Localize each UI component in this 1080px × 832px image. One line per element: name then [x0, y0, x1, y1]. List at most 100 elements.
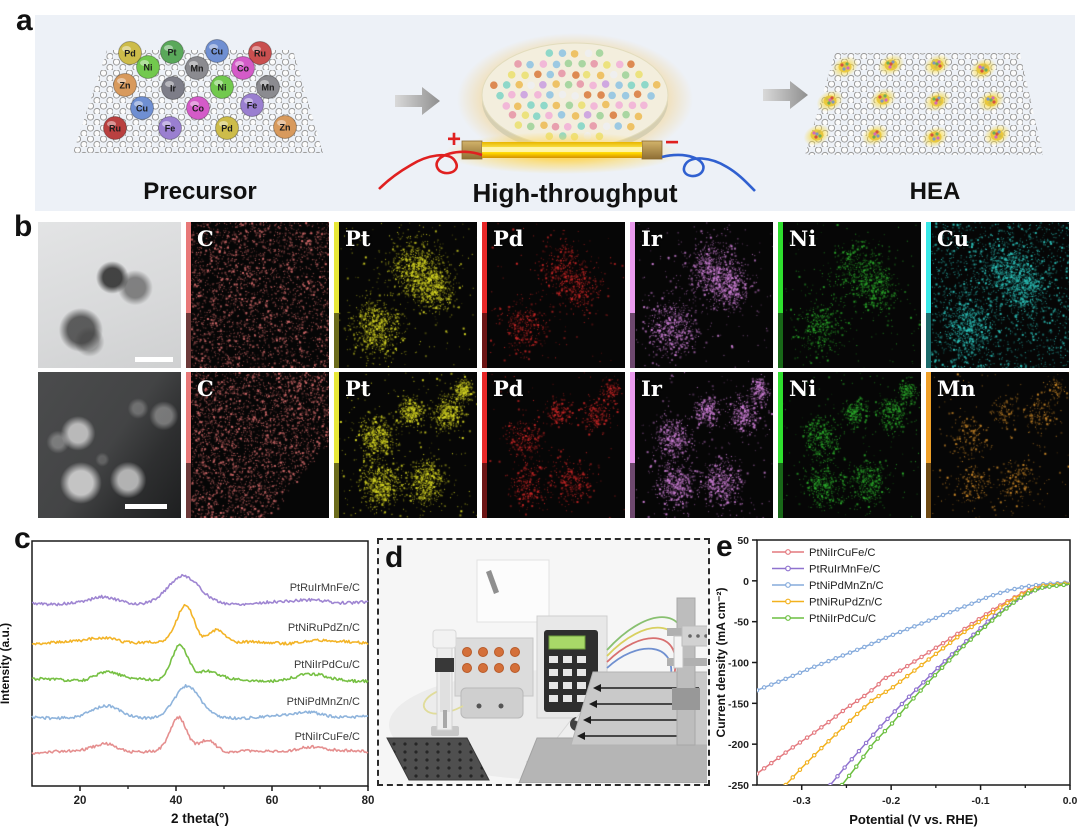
svg-text:Ni: Ni — [144, 63, 153, 73]
xrd-series-label: PtNiPdMnZn/C — [287, 696, 360, 708]
plus-terminal-label: + — [447, 126, 461, 153]
lsv-legend-label: PtNiIrPdCu/C — [809, 613, 876, 625]
eds-map-pt: Pt — [334, 372, 477, 518]
lsv-y-tick-label: -100 — [728, 658, 749, 670]
eds-color-stripe — [926, 222, 931, 368]
eds-element-label: Pd — [493, 376, 524, 401]
xrd-curve-PtNiIrPdCu-C — [31, 643, 369, 684]
metal-ion-ru: Ru — [248, 41, 272, 65]
lsv-legend-label: PtNiRuPdZn/C — [809, 597, 882, 609]
eds-element-label: Cu — [937, 226, 969, 251]
metal-ion-fe: Fe — [158, 116, 182, 140]
xrd-series-label: PtNiRuPdZn/C — [288, 622, 360, 634]
instrument-cabinet — [476, 559, 550, 623]
svg-text:Fe: Fe — [247, 101, 258, 111]
svg-text:Cu: Cu — [136, 104, 148, 114]
power-module — [681, 625, 707, 647]
eds-map-mn: Mn — [926, 372, 1069, 518]
eds-map-ir: Ir — [630, 372, 773, 518]
svg-text:Zn: Zn — [120, 81, 131, 91]
eds-map-ni: Ni — [778, 372, 921, 518]
svg-text:Fe: Fe — [165, 124, 176, 134]
eds-element-label: Ni — [789, 226, 817, 251]
positive-wire — [378, 150, 483, 190]
xrd-curve-PtNiPdMnZn-C — [31, 684, 369, 721]
xrd-x-tick-label: 60 — [266, 795, 279, 807]
precursor-caption: Precursor — [143, 178, 256, 205]
hea-nanoparticles — [803, 54, 1011, 148]
hea-nanoparticle — [977, 90, 1005, 112]
robotic-platform-illustration — [379, 540, 707, 783]
eds-mapping-row-1: C Pt Pd Ir Ni Cu — [38, 222, 1069, 368]
eds-mapping-row-2: C Pt Pd Ir Ni Mn — [38, 372, 1069, 518]
xrd-plot-frame — [31, 540, 369, 787]
panel-label-e: e — [716, 530, 733, 563]
eds-element-label: Pt — [345, 226, 371, 251]
eds-color-stripe — [926, 372, 931, 518]
precursor-metal-ions: Pd Pt Cu Ru Ni Mn Co Zn Ir Ni Mn Cu Co Fe Ru Fe Pd Zn — [103, 39, 297, 140]
svg-text:Pd: Pd — [221, 124, 233, 134]
lsv-y-tick-label: -150 — [728, 698, 749, 710]
metal-ion-co: Co — [186, 96, 210, 120]
synthesis-schematic: Pd Pt Cu Ru Ni Mn Co Zn Ir Ni Mn Cu Co Fe Ru Fe Pd Zn + −… — [73, 33, 1043, 208]
eds-element-label: C — [197, 226, 214, 251]
electrode-cap-left — [461, 140, 483, 160]
eds-color-stripe — [778, 222, 783, 368]
eds-color-stripe — [778, 372, 783, 518]
hea-nanoparticle — [803, 124, 831, 146]
svg-text:Mn: Mn — [262, 83, 275, 93]
lsv-x-tick-label: -0.1 — [972, 795, 990, 807]
lsv-x-tick-label: 0.0 — [1063, 795, 1078, 807]
lsv-y-tick-label: 50 — [737, 535, 749, 547]
metal-ion-co: Co — [231, 56, 255, 80]
panel-label-a: a — [16, 4, 33, 37]
svg-text:Ru: Ru — [109, 124, 121, 134]
xrd-x-tick-label: 80 — [362, 795, 375, 807]
heater-bar-highlight — [482, 147, 642, 152]
electrode-probe — [673, 635, 684, 669]
hea-nanoparticle — [869, 88, 897, 110]
panel-label-b: b — [14, 210, 33, 243]
xrd-curve-PtNiIrCuFe-C — [31, 715, 369, 755]
svg-text:Pt: Pt — [168, 48, 177, 58]
minus-terminal-label: − — [665, 129, 679, 156]
xrd-chart: 20 40 60 80 2 theta(°) Intensity (a.u.) PtRuIr… — [0, 540, 375, 826]
eds-color-stripe — [630, 372, 635, 518]
lsv-y-tick-label: -50 — [734, 617, 749, 629]
pump-lcd-screen — [548, 635, 586, 650]
metal-ion-zn: Zn — [113, 73, 137, 97]
eds-map-ni: Ni — [778, 222, 921, 368]
hea-nanoparticle — [921, 126, 949, 148]
xrd-x-tick-label: 40 — [170, 795, 183, 807]
lsv-x-tick-label: -0.2 — [882, 795, 900, 807]
metal-ion-cu: Cu — [205, 39, 229, 63]
metal-ion-cu: Cu — [130, 96, 154, 120]
xrd-x-tick-label: 20 — [74, 795, 87, 807]
eds-color-stripe — [334, 222, 339, 368]
lsv-y-axis-title: Current density (mA cm⁻²) — [714, 588, 728, 738]
lsv-x-tick-label: -0.3 — [793, 795, 811, 807]
panel-label-c: c — [14, 522, 31, 555]
metal-ion-pd: Pd — [215, 116, 239, 140]
xrd-series-label: PtNiIrPdCu/C — [294, 659, 360, 671]
eds-map-c: C — [186, 372, 329, 518]
svg-text:Ru: Ru — [254, 49, 266, 59]
svg-text:Pd: Pd — [124, 49, 136, 59]
lsv-y-tick-label: -200 — [728, 739, 749, 751]
lsv-legend-label: PtRuIrMnFe/C — [809, 564, 881, 576]
scale-bar — [125, 504, 167, 509]
svg-text:Co: Co — [192, 104, 204, 114]
hea-nanoparticle — [923, 90, 951, 112]
high-throughput-caption: High-throughput — [472, 178, 677, 208]
metal-ion-mn: Mn — [256, 75, 280, 99]
eds-map-cu: Cu — [926, 222, 1069, 368]
eds-element-label: Ir — [641, 226, 662, 251]
metal-ion-ni: Ni — [136, 55, 160, 79]
xrd-curve-PtNiRuPdZn-C — [31, 603, 369, 646]
lsv-curve-PtNiIrCuFe-C — [757, 582, 1070, 775]
lsv-chart: 50 0 -50 -100 -150 -200 -250 -0.3 -0.2 -0.1 0.0 Pot… — [714, 535, 1078, 827]
eds-map-ir: Ir — [630, 222, 773, 368]
dispensing-robot — [431, 629, 459, 736]
tem-image-dark-field — [38, 372, 181, 518]
robotic-platform-panel — [377, 538, 710, 786]
